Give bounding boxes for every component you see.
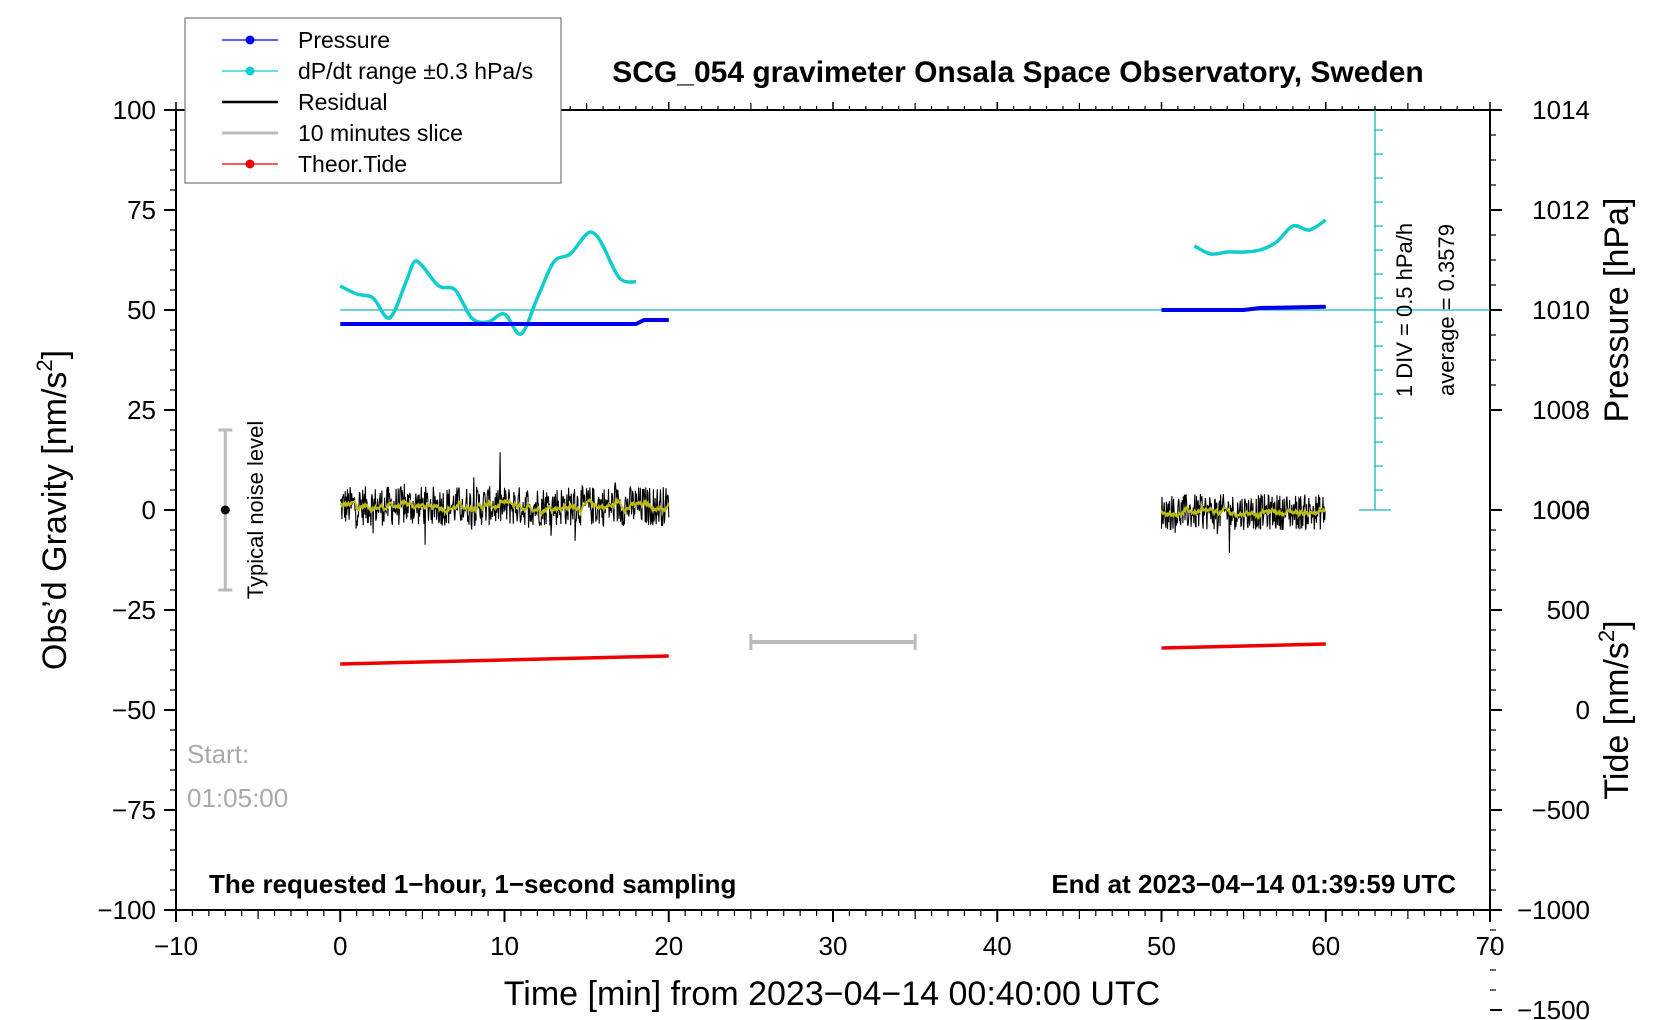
residual-smooth-line <box>339 496 670 517</box>
legend-label: Pressure <box>298 27 390 53</box>
start-label: Start: <box>187 739 249 769</box>
legend-marker <box>245 66 255 76</box>
axes: −10 0 10 20 30 40 50 60 70−100−75−50−25025507510… <box>97 95 1590 1020</box>
dpdt-line <box>339 230 637 336</box>
legend: Pressure dP/dt range ±0.3 hPa/s Residual 10… <box>184 17 562 184</box>
legend-marker <box>245 159 255 169</box>
noise-bar-center <box>220 505 230 515</box>
x-tick-label: 60 <box>1311 931 1340 961</box>
tide-axis-label: Tide [nm/s2] <box>1594 620 1636 799</box>
y-axis-label-sup: 2 <box>32 359 57 371</box>
x-tick-label: 30 <box>819 931 848 961</box>
x-tick-label: 20 <box>654 931 683 961</box>
residual-line <box>339 452 670 545</box>
legend-marker <box>245 35 255 45</box>
average-label: average = 0.3579 <box>1434 224 1459 396</box>
tide-tick-label: 1000 <box>1532 495 1590 525</box>
legend-label: Residual <box>298 89 388 115</box>
tide-tick-label: −1000 <box>1517 895 1590 925</box>
tide-axis-label-text: Tide [nm/s <box>1598 642 1636 799</box>
y-tick-label: 25 <box>127 395 156 425</box>
start-time: 01:05:00 <box>187 783 288 813</box>
y-tick-label: 50 <box>127 295 156 325</box>
x-tick-label: 10 <box>490 931 519 961</box>
y-tick-label: −25 <box>112 595 156 625</box>
x-tick-label: 70 <box>1476 931 1505 961</box>
y-tick-label: −50 <box>112 695 156 725</box>
pressure-line <box>340 318 669 326</box>
pressure-tick-label: 1008 <box>1532 395 1590 425</box>
x-tick-label: 50 <box>1147 931 1176 961</box>
x-axis-label: Time [min] from 2023−04−14 00:40:00 UTC <box>504 975 1160 1013</box>
y-tick-label: 100 <box>113 95 156 125</box>
scale-label: 1 DIV = 0.5 hPa/h <box>1392 223 1417 397</box>
tide-tick-label: −1500 <box>1517 995 1590 1020</box>
y-axis-label-text: Obs’d Gravity [nm/s <box>36 372 74 671</box>
y-tick-label: 0 <box>142 495 156 525</box>
tide-tick-label: 0 <box>1576 695 1590 725</box>
y-tick-label: 75 <box>127 195 156 225</box>
dpdt-line <box>1193 218 1327 256</box>
tide-axis-label-sup: 2 <box>1594 630 1619 642</box>
tide-line <box>1161 642 1326 650</box>
noise-label: Typical noise level <box>243 421 268 600</box>
bottom-right-note: End at 2023−04−14 01:39:59 UTC <box>1051 869 1456 899</box>
y-axis-label-end: ] <box>36 350 74 359</box>
legend-label: 10 minutes slice <box>298 120 463 146</box>
residual-smooth-line <box>1160 504 1326 521</box>
y-tick-label: −75 <box>112 795 156 825</box>
pressure-axis-label: Pressure [hPa] <box>1598 198 1636 423</box>
pressure-tick-label: 1014 <box>1532 95 1590 125</box>
x-tick-label: 0 <box>333 931 347 961</box>
pressure-tick-label: 1012 <box>1532 195 1590 225</box>
pressure-line <box>1161 304 1326 312</box>
pressure-tick-label: 1010 <box>1532 295 1590 325</box>
pressure-tick-label: 1006 <box>1532 495 1590 525</box>
y-axis-label: Obs’d Gravity [nm/s2] <box>32 350 74 670</box>
legend-box <box>184 17 562 184</box>
tide-tick-label: −500 <box>1531 795 1590 825</box>
bottom-left-note: The requested 1−hour, 1−second sampling <box>209 869 736 899</box>
residual-line <box>1160 493 1327 554</box>
tide-line <box>340 654 669 666</box>
legend-label: Theor.Tide <box>298 151 407 177</box>
x-tick-label: −10 <box>154 931 198 961</box>
chart-title: SCG_054 gravimeter Onsala Space Observat… <box>612 56 1424 89</box>
x-tick-label: 40 <box>983 931 1012 961</box>
plot-content <box>218 110 1490 666</box>
tide-tick-label: 500 <box>1547 595 1590 625</box>
y-tick-label: −100 <box>97 895 156 925</box>
legend-label: dP/dt range ±0.3 hPa/s <box>298 58 533 84</box>
tide-axis-label-end: ] <box>1598 620 1636 629</box>
